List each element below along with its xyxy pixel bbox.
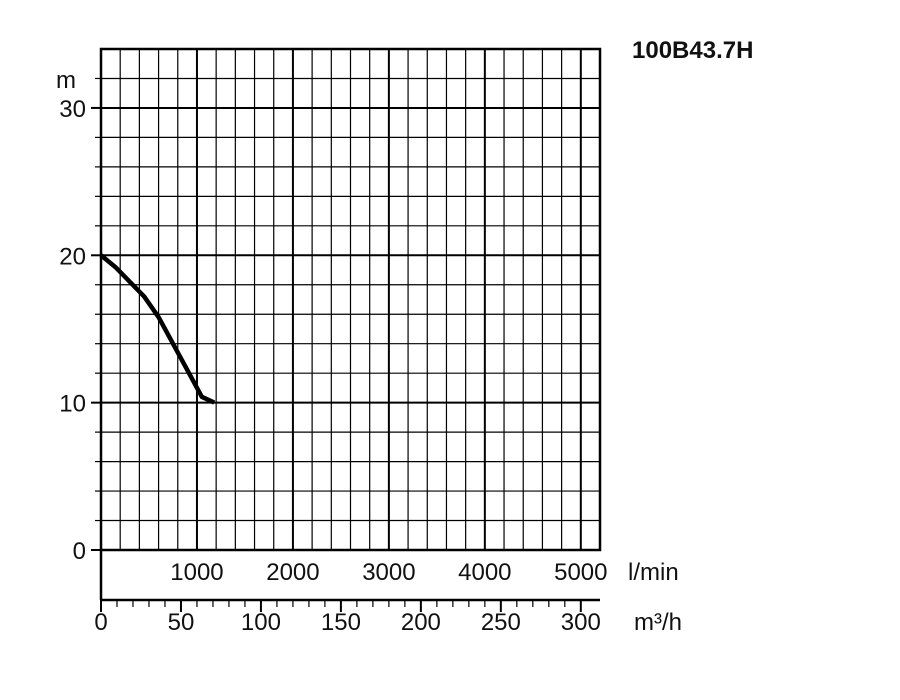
plot-border [99,47,602,552]
x-primary-tick-label: 2000 [266,559,319,586]
x-secondary-tick-label: 300 [561,609,601,636]
y-axis-unit: m [56,67,76,94]
x-primary-tick-label: 1000 [170,559,223,586]
y-tick-label: 20 [59,243,86,270]
pump-curve-line [99,253,216,405]
x-secondary-tick-label: 50 [168,609,195,636]
x-secondary-tick-label: 200 [401,609,441,636]
x-primary-tick-label: 5000 [554,559,607,586]
y-tick-label: 0 [73,538,86,565]
grid-minor [101,49,600,550]
x-secondary-tick-label: 150 [321,609,361,636]
series-layer [99,253,216,405]
x-secondary-unit: m³/h [634,609,682,636]
x-primary-tick-label: 3000 [362,559,415,586]
y-tick-label: 10 [59,391,86,418]
x-primary-unit: l/min [628,559,679,586]
x-secondary-tick-label: 250 [481,609,521,636]
tick-layer: 0 10 20 30 1000 2000 3000 4000 5000 0 50 100 150 200 2… [59,77,608,636]
y-tick-label: 30 [59,96,86,123]
x-secondary-tick-label: 100 [241,609,281,636]
grid-major [101,49,600,550]
chart-title: 100B43.7H [632,37,753,64]
x-primary-tick-label: 4000 [458,559,511,586]
x-secondary-tick-label: 0 [94,609,107,636]
